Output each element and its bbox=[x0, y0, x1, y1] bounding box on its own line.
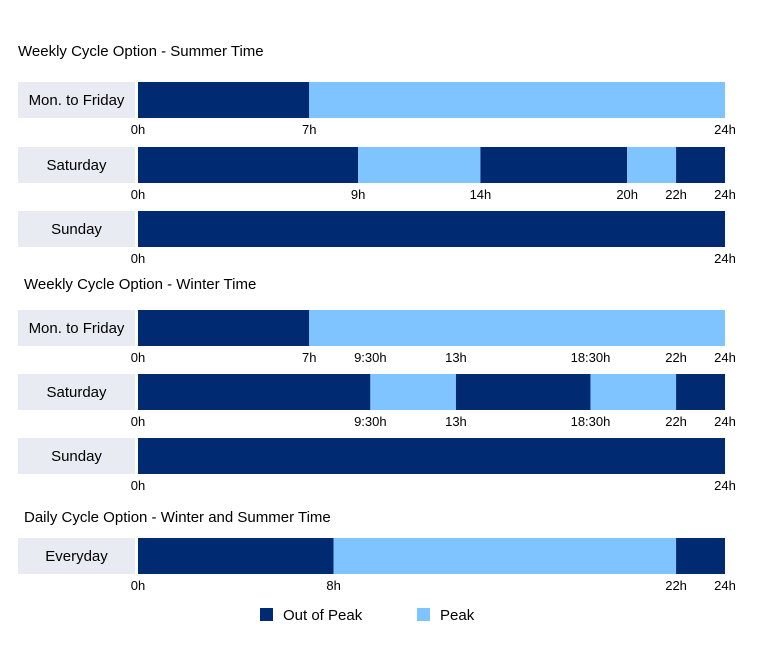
legend-label-peak: Peak bbox=[440, 607, 475, 624]
out-of-peak-segment bbox=[138, 538, 334, 574]
tick-label: 0h bbox=[131, 578, 145, 593]
row-label: Saturday bbox=[46, 384, 107, 401]
tick-label: 7h bbox=[302, 350, 316, 365]
legend-swatch-out-of-peak bbox=[260, 608, 273, 621]
tick-label: 0h bbox=[131, 122, 145, 137]
tick-label: 0h bbox=[131, 251, 145, 266]
tick-label: 24h bbox=[714, 414, 736, 429]
tick-label: 24h bbox=[714, 122, 736, 137]
tick-label: 22h bbox=[665, 578, 687, 593]
row-label: Sunday bbox=[51, 221, 102, 238]
row-label-background bbox=[18, 82, 135, 118]
out-of-peak-segment bbox=[138, 438, 725, 474]
tick-label: 0h bbox=[131, 350, 145, 365]
out-of-peak-segment bbox=[676, 147, 725, 183]
out-of-peak-segment bbox=[138, 211, 725, 247]
tick-label: 24h bbox=[714, 251, 736, 266]
tick-label: 24h bbox=[714, 350, 736, 365]
row-label: Mon. to Friday bbox=[29, 92, 125, 109]
peak-segment bbox=[333, 538, 677, 574]
legend-label-out-of-peak: Out of Peak bbox=[283, 607, 363, 624]
tick-label: 8h bbox=[326, 578, 340, 593]
tick-label: 18:30h bbox=[571, 414, 611, 429]
section-title: Weekly Cycle Option - Winter Time bbox=[24, 276, 256, 293]
tick-label: 9:30h bbox=[354, 350, 387, 365]
row-label-background bbox=[18, 147, 135, 183]
row-label-background bbox=[18, 438, 135, 474]
row-label-background bbox=[18, 211, 135, 247]
tick-label: 0h bbox=[131, 414, 145, 429]
out-of-peak-segment bbox=[138, 310, 310, 346]
tick-label: 14h bbox=[470, 187, 492, 202]
out-of-peak-segment bbox=[676, 374, 725, 410]
out-of-peak-segment bbox=[676, 538, 725, 574]
peak-segment bbox=[590, 374, 677, 410]
tick-label: 0h bbox=[131, 187, 145, 202]
tick-label: 24h bbox=[714, 478, 736, 493]
row-label: Saturday bbox=[46, 157, 107, 174]
row-label-background bbox=[18, 374, 135, 410]
tick-label: 0h bbox=[131, 478, 145, 493]
tick-label: 7h bbox=[302, 122, 316, 137]
out-of-peak-segment bbox=[480, 147, 628, 183]
tick-label: 18:30h bbox=[571, 350, 611, 365]
row-label: Mon. to Friday bbox=[29, 320, 125, 337]
tick-label: 22h bbox=[665, 350, 687, 365]
legend-swatch-peak bbox=[417, 608, 430, 621]
section-title: Weekly Cycle Option - Summer Time bbox=[18, 43, 264, 60]
tick-label: 20h bbox=[616, 187, 638, 202]
peak-segment bbox=[309, 82, 725, 118]
peak-segment bbox=[370, 374, 456, 410]
peak-segment bbox=[358, 147, 481, 183]
peak-segment bbox=[627, 147, 677, 183]
out-of-peak-segment bbox=[138, 374, 371, 410]
section-title: Daily Cycle Option - Winter and Summer T… bbox=[24, 509, 331, 526]
tick-label: 22h bbox=[665, 414, 687, 429]
row-label-background bbox=[18, 538, 135, 574]
tick-label: 24h bbox=[714, 578, 736, 593]
tick-label: 9h bbox=[351, 187, 365, 202]
row-label-background bbox=[18, 310, 135, 346]
out-of-peak-segment bbox=[138, 82, 310, 118]
tick-label: 13h bbox=[445, 414, 467, 429]
tick-label: 9:30h bbox=[354, 414, 387, 429]
tick-label: 24h bbox=[714, 187, 736, 202]
tick-label: 13h bbox=[445, 350, 467, 365]
tick-label: 22h bbox=[665, 187, 687, 202]
row-label: Everyday bbox=[45, 548, 108, 565]
out-of-peak-segment bbox=[455, 374, 591, 410]
row-label: Sunday bbox=[51, 448, 102, 465]
out-of-peak-segment bbox=[138, 147, 359, 183]
peak-segment bbox=[309, 310, 725, 346]
